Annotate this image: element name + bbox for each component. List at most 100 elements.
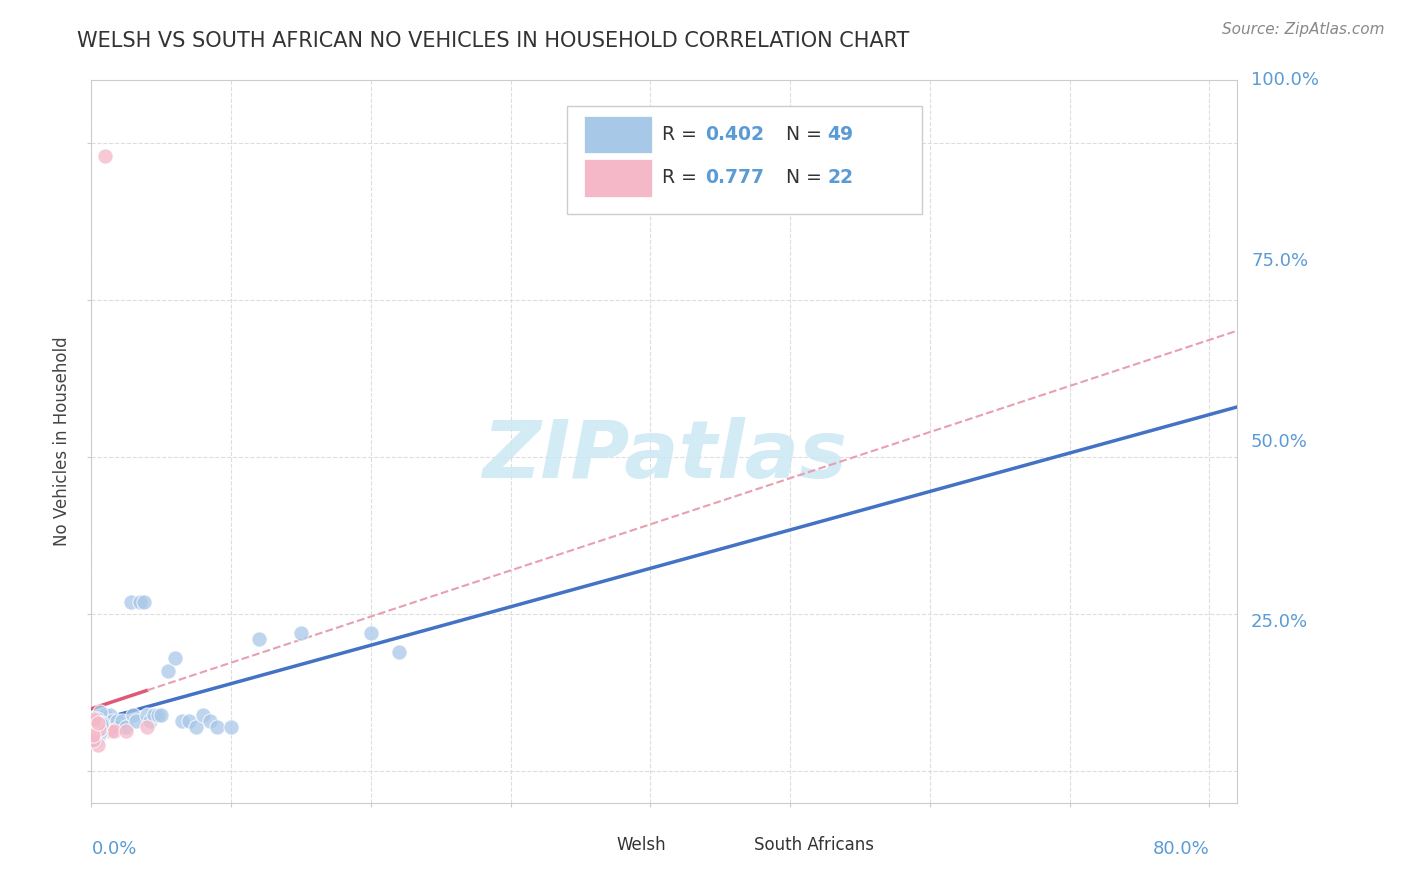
Point xyxy=(84,720,107,734)
Text: N =: N = xyxy=(786,125,828,144)
Point xyxy=(82,712,104,726)
Point xyxy=(82,720,104,734)
Point xyxy=(172,714,194,728)
Point xyxy=(115,720,138,734)
Point xyxy=(96,714,118,728)
Point xyxy=(101,714,124,728)
Point xyxy=(83,714,105,728)
Point xyxy=(108,720,131,734)
Point xyxy=(86,714,108,729)
Point xyxy=(388,645,411,659)
Point xyxy=(86,723,108,738)
Point xyxy=(82,733,104,747)
Point xyxy=(125,714,148,728)
Text: 25.0%: 25.0% xyxy=(1251,613,1308,632)
Point xyxy=(134,595,156,609)
Text: 0.0%: 0.0% xyxy=(91,840,136,858)
Point xyxy=(86,720,108,734)
Point xyxy=(90,716,112,731)
Point xyxy=(157,664,180,678)
Text: R =: R = xyxy=(662,169,703,187)
Text: WELSH VS SOUTH AFRICAN NO VEHICLES IN HOUSEHOLD CORRELATION CHART: WELSH VS SOUTH AFRICAN NO VEHICLES IN HO… xyxy=(77,31,910,51)
Point xyxy=(87,727,110,741)
Point xyxy=(115,723,138,738)
Point xyxy=(90,714,112,728)
Point xyxy=(247,632,270,647)
Text: 0.777: 0.777 xyxy=(706,169,765,187)
Text: 75.0%: 75.0% xyxy=(1251,252,1308,270)
Point xyxy=(86,720,108,734)
Point xyxy=(179,714,201,728)
Point xyxy=(87,723,110,738)
Text: ZIPatlas: ZIPatlas xyxy=(482,417,846,495)
Point xyxy=(83,727,105,741)
Point xyxy=(90,720,112,734)
Point xyxy=(93,714,115,728)
Point xyxy=(94,720,117,734)
Point xyxy=(105,714,128,728)
Point xyxy=(87,722,110,736)
Point xyxy=(186,720,208,734)
Text: N =: N = xyxy=(786,169,828,187)
Point xyxy=(98,707,121,722)
Point xyxy=(150,707,173,722)
Point xyxy=(136,707,159,722)
Point xyxy=(143,707,166,722)
Point xyxy=(89,705,111,719)
Point xyxy=(193,707,215,722)
Point xyxy=(82,723,104,737)
Point xyxy=(129,595,152,609)
Text: 80.0%: 80.0% xyxy=(1153,840,1209,858)
Text: Welsh: Welsh xyxy=(616,837,666,855)
Point xyxy=(136,720,159,734)
Point xyxy=(87,714,110,728)
Point xyxy=(84,727,107,741)
Point xyxy=(94,707,117,722)
Point xyxy=(87,715,110,730)
Point xyxy=(89,720,111,734)
Point xyxy=(97,714,120,728)
Point xyxy=(94,723,117,738)
Text: 49: 49 xyxy=(827,125,853,144)
Text: 100.0%: 100.0% xyxy=(1251,71,1319,89)
Point xyxy=(89,716,111,731)
Point xyxy=(84,733,107,747)
Point xyxy=(86,714,108,728)
Point xyxy=(139,714,162,728)
Point xyxy=(89,723,111,737)
Text: 50.0%: 50.0% xyxy=(1251,433,1308,450)
Point xyxy=(89,725,111,739)
Point xyxy=(89,723,111,738)
Point xyxy=(83,714,105,728)
FancyBboxPatch shape xyxy=(583,116,652,153)
Point xyxy=(198,714,221,728)
Point xyxy=(91,720,114,734)
Point xyxy=(87,728,110,742)
Point xyxy=(82,720,104,734)
Point xyxy=(111,714,134,728)
Point xyxy=(97,723,120,738)
Point xyxy=(83,719,105,733)
Point xyxy=(290,626,312,640)
Point xyxy=(83,714,105,728)
Point xyxy=(82,720,104,734)
Point xyxy=(122,707,145,722)
Point xyxy=(148,707,170,722)
Point xyxy=(89,714,111,728)
Point xyxy=(89,720,111,734)
Text: 0.402: 0.402 xyxy=(706,125,765,144)
Point xyxy=(84,720,107,734)
Point xyxy=(100,723,122,738)
FancyBboxPatch shape xyxy=(583,159,652,196)
Point xyxy=(83,734,105,748)
Point xyxy=(83,712,105,726)
Point xyxy=(83,720,105,734)
Point xyxy=(120,595,142,609)
Point xyxy=(205,720,228,734)
Point xyxy=(219,720,242,734)
Point xyxy=(82,728,104,742)
Point xyxy=(94,149,117,163)
Point xyxy=(90,723,112,738)
Point xyxy=(360,626,382,640)
Point xyxy=(103,720,125,734)
